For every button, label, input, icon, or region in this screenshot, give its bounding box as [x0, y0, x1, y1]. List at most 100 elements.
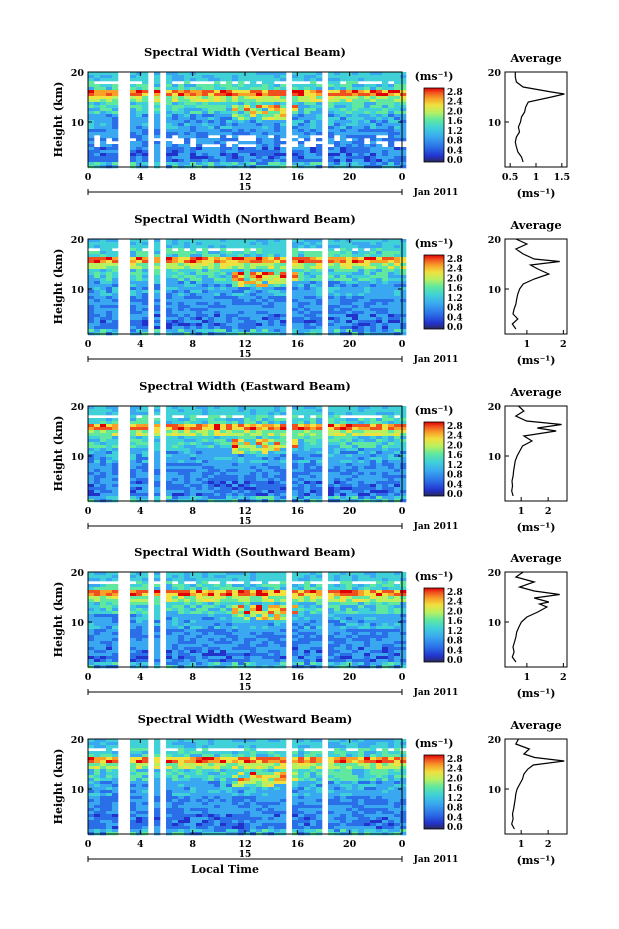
- heatmap-cell: [400, 138, 407, 142]
- heatmap-cell: [232, 111, 239, 115]
- heatmap-cell: [106, 653, 113, 657]
- heatmap-cell: [304, 263, 311, 267]
- heatmap-cell: [202, 445, 209, 449]
- heatmap-cell: [316, 162, 323, 166]
- heatmap-cell: [142, 451, 149, 455]
- heatmap-cell: [190, 427, 197, 431]
- heatmap-cell: [88, 257, 95, 261]
- x-tick-label: 12: [238, 339, 251, 350]
- heatmap-cell: [184, 433, 191, 437]
- heatmap-cell: [358, 144, 365, 148]
- heatmap-cell: [232, 326, 239, 330]
- heatmap-cell: [142, 644, 149, 648]
- heatmap-cell: [106, 650, 113, 654]
- heatmap-cell: [88, 457, 95, 461]
- heatmap-cell: [340, 478, 347, 482]
- heatmap-cell: [382, 421, 389, 425]
- heatmap-cell: [220, 123, 227, 127]
- heatmap-cell: [340, 248, 347, 252]
- heatmap-cell: [202, 305, 209, 309]
- average-frame: [504, 238, 568, 335]
- heatmap-cell: [166, 329, 173, 333]
- heatmap-cell: [292, 469, 299, 473]
- heatmap-cell: [214, 84, 221, 88]
- heatmap-cell: [334, 463, 341, 467]
- heatmap-cell: [388, 493, 395, 497]
- heatmap-cell: [226, 90, 233, 94]
- heatmap-cell: [190, 638, 197, 642]
- heatmap-cell: [256, 466, 263, 470]
- heatmap-cell: [352, 466, 359, 470]
- heatmap-cell: [346, 305, 353, 309]
- heatmap-cell: [304, 412, 311, 416]
- heatmap-cell: [166, 135, 173, 139]
- heatmap-cell: [202, 117, 209, 121]
- heatmap-cell: [232, 430, 239, 434]
- heatmap-cell: [274, 445, 281, 449]
- heatmap-cell: [256, 406, 263, 410]
- heatmap-cell: [166, 584, 173, 588]
- heatmap-cell: [88, 81, 95, 85]
- heatmap-cell: [244, 493, 251, 497]
- heatmap-cell: [208, 314, 215, 318]
- heatmap-cell: [196, 314, 203, 318]
- heatmap-cell: [364, 245, 371, 249]
- heatmap-cell: [388, 472, 395, 476]
- heatmap-cell: [388, 135, 395, 139]
- colorbar: [423, 87, 445, 163]
- heatmap-cell: [190, 302, 197, 306]
- heatmap-cell: [130, 445, 137, 449]
- heatmap-cell: [196, 487, 203, 491]
- heatmap-cell: [310, 323, 317, 327]
- heatmap-cell: [400, 281, 407, 285]
- heatmap-cell: [334, 472, 341, 476]
- heatmap-cell: [226, 114, 233, 118]
- heatmap-cell: [196, 460, 203, 464]
- heatmap-cell: [100, 469, 107, 473]
- heatmap-cell: [106, 406, 113, 410]
- heatmap-cell: [328, 111, 335, 115]
- heatmap-cell: [166, 463, 173, 467]
- heatmap-cell: [94, 647, 101, 651]
- heatmap-cell: [370, 287, 377, 291]
- heatmap-cell: [178, 584, 185, 588]
- heatmap-cell: [268, 248, 275, 252]
- heatmap-cell: [100, 78, 107, 82]
- heatmap-cell: [88, 629, 95, 633]
- heatmap-cell: [238, 81, 245, 85]
- heatmap-cell: [358, 141, 365, 145]
- heatmap-cell: [112, 454, 119, 458]
- heatmap-cell: [112, 323, 119, 327]
- heatmap-cell: [166, 656, 173, 660]
- heatmap-cell: [220, 469, 227, 473]
- heatmap-cell: [154, 421, 161, 425]
- heatmap-cell: [172, 487, 179, 491]
- heatmap-cell: [166, 484, 173, 488]
- heatmap-cell: [394, 129, 401, 133]
- heatmap-cell: [244, 257, 251, 261]
- heatmap-cell: [394, 287, 401, 291]
- heatmap-cell: [334, 114, 341, 118]
- heatmap-cell: [388, 469, 395, 473]
- heatmap-cell: [226, 290, 233, 294]
- heatmap-cell: [196, 448, 203, 452]
- heatmap-cell: [316, 156, 323, 160]
- heatmap-cell: [334, 159, 341, 163]
- heatmap-cell: [142, 430, 149, 434]
- heatmap-cell: [364, 72, 371, 76]
- heatmap-cell: [178, 611, 185, 615]
- heatmap-cell: [340, 150, 347, 154]
- heatmap-cell: [238, 448, 245, 452]
- heatmap-cell: [178, 590, 185, 594]
- heatmap-cell: [136, 457, 143, 461]
- heatmap-cell: [112, 120, 119, 124]
- heatmap-cell: [178, 272, 185, 276]
- heatmap-cell: [220, 281, 227, 285]
- heatmap-cell: [328, 314, 335, 318]
- heatmap-cell: [364, 147, 371, 151]
- heatmap-cell: [394, 147, 401, 151]
- heatmap-cell: [112, 493, 119, 497]
- heatmap-cell: [400, 478, 407, 482]
- heatmap-cell: [256, 78, 263, 82]
- heatmap-cell: [106, 257, 113, 261]
